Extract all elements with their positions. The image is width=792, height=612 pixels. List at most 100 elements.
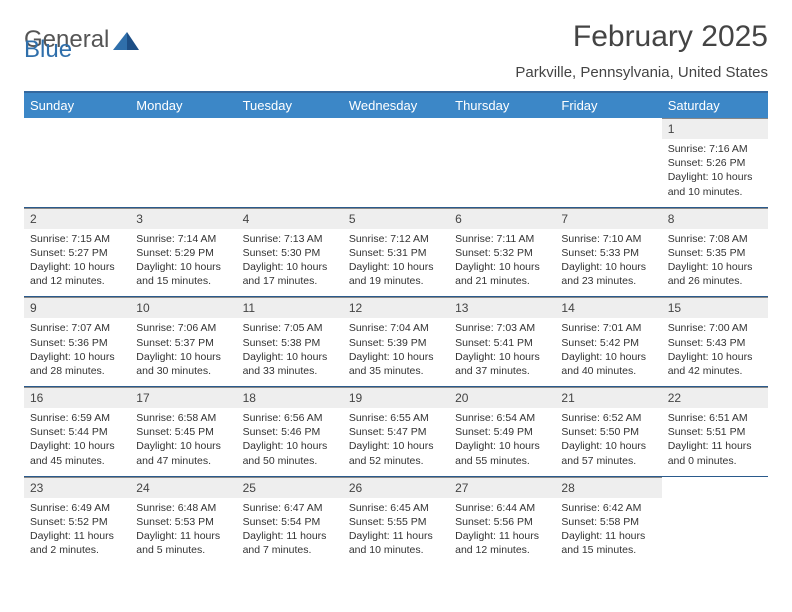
day-number: 12 — [343, 297, 449, 318]
calendar-cell: 22Sunrise: 6:51 AMSunset: 5:51 PMDayligh… — [662, 387, 768, 477]
calendar-cell: 26Sunrise: 6:45 AMSunset: 5:55 PMDayligh… — [343, 476, 449, 565]
calendar-cell: 8Sunrise: 7:08 AMSunset: 5:35 PMDaylight… — [662, 207, 768, 297]
calendar-cell: 16Sunrise: 6:59 AMSunset: 5:44 PMDayligh… — [24, 387, 130, 477]
calendar-cell: 18Sunrise: 6:56 AMSunset: 5:46 PMDayligh… — [237, 387, 343, 477]
calendar-cell: 5Sunrise: 7:12 AMSunset: 5:31 PMDaylight… — [343, 207, 449, 297]
calendar-cell: 3Sunrise: 7:14 AMSunset: 5:29 PMDaylight… — [130, 207, 236, 297]
day-number: 4 — [237, 208, 343, 229]
day-number: 15 — [662, 297, 768, 318]
day-number: 16 — [24, 387, 130, 408]
logo-triangle-icon — [113, 30, 139, 50]
day-details: Sunrise: 7:03 AMSunset: 5:41 PMDaylight:… — [449, 318, 555, 386]
day-details: Sunrise: 6:48 AMSunset: 5:53 PMDaylight:… — [130, 498, 236, 566]
day-details: Sunrise: 6:49 AMSunset: 5:52 PMDaylight:… — [24, 498, 130, 566]
day-details: Sunrise: 7:16 AMSunset: 5:26 PMDaylight:… — [662, 139, 768, 207]
day-details — [130, 139, 236, 150]
day-details: Sunrise: 7:01 AMSunset: 5:42 PMDaylight:… — [555, 318, 661, 386]
day-details: Sunrise: 7:06 AMSunset: 5:37 PMDaylight:… — [130, 318, 236, 386]
day-number: 17 — [130, 387, 236, 408]
calendar-cell: 4Sunrise: 7:13 AMSunset: 5:30 PMDaylight… — [237, 207, 343, 297]
day-details — [343, 139, 449, 150]
day-details: Sunrise: 6:52 AMSunset: 5:50 PMDaylight:… — [555, 408, 661, 476]
calendar-cell: 14Sunrise: 7:01 AMSunset: 5:42 PMDayligh… — [555, 297, 661, 387]
logo-text-2: Blue — [24, 36, 72, 64]
day-number: 28 — [555, 477, 661, 498]
day-details — [662, 498, 768, 509]
day-details: Sunrise: 7:05 AMSunset: 5:38 PMDaylight:… — [237, 318, 343, 386]
calendar-cell: 15Sunrise: 7:00 AMSunset: 5:43 PMDayligh… — [662, 297, 768, 387]
calendar-cell: 2Sunrise: 7:15 AMSunset: 5:27 PMDaylight… — [24, 207, 130, 297]
month-title: February 2025 — [573, 20, 768, 54]
day-number: 2 — [24, 208, 130, 229]
day-number: 7 — [555, 208, 661, 229]
day-number: 20 — [449, 387, 555, 408]
calendar-cell: 13Sunrise: 7:03 AMSunset: 5:41 PMDayligh… — [449, 297, 555, 387]
day-number: 5 — [343, 208, 449, 229]
day-number: 14 — [555, 297, 661, 318]
day-number: 21 — [555, 387, 661, 408]
calendar-cell: 6Sunrise: 7:11 AMSunset: 5:32 PMDaylight… — [449, 207, 555, 297]
calendar-cell: 23Sunrise: 6:49 AMSunset: 5:52 PMDayligh… — [24, 476, 130, 565]
day-number: 26 — [343, 477, 449, 498]
calendar-cell: 1Sunrise: 7:16 AMSunset: 5:26 PMDaylight… — [662, 118, 768, 207]
day-number: 18 — [237, 387, 343, 408]
day-number: 13 — [449, 297, 555, 318]
day-details: Sunrise: 6:58 AMSunset: 5:45 PMDaylight:… — [130, 408, 236, 476]
calendar-cell: 12Sunrise: 7:04 AMSunset: 5:39 PMDayligh… — [343, 297, 449, 387]
calendar-cell — [130, 118, 236, 207]
day-details: Sunrise: 7:14 AMSunset: 5:29 PMDaylight:… — [130, 229, 236, 297]
day-details: Sunrise: 7:04 AMSunset: 5:39 PMDaylight:… — [343, 318, 449, 386]
day-details: Sunrise: 6:47 AMSunset: 5:54 PMDaylight:… — [237, 498, 343, 566]
day-details: Sunrise: 6:51 AMSunset: 5:51 PMDaylight:… — [662, 408, 768, 476]
calendar-cell — [555, 118, 661, 207]
day-number: 27 — [449, 477, 555, 498]
day-header: Friday — [555, 93, 661, 118]
calendar-cell: 11Sunrise: 7:05 AMSunset: 5:38 PMDayligh… — [237, 297, 343, 387]
day-details: Sunrise: 7:08 AMSunset: 5:35 PMDaylight:… — [662, 229, 768, 297]
day-details: Sunrise: 7:10 AMSunset: 5:33 PMDaylight:… — [555, 229, 661, 297]
day-number: 22 — [662, 387, 768, 408]
day-header: Sunday — [24, 93, 130, 118]
day-number: 24 — [130, 477, 236, 498]
day-details — [449, 139, 555, 150]
calendar-cell: 19Sunrise: 6:55 AMSunset: 5:47 PMDayligh… — [343, 387, 449, 477]
calendar-cell: 20Sunrise: 6:54 AMSunset: 5:49 PMDayligh… — [449, 387, 555, 477]
day-details — [24, 139, 130, 150]
day-details: Sunrise: 7:11 AMSunset: 5:32 PMDaylight:… — [449, 229, 555, 297]
day-details — [555, 139, 661, 150]
day-details: Sunrise: 6:56 AMSunset: 5:46 PMDaylight:… — [237, 408, 343, 476]
day-number: 1 — [662, 118, 768, 139]
calendar-cell: 7Sunrise: 7:10 AMSunset: 5:33 PMDaylight… — [555, 207, 661, 297]
calendar-cell — [343, 118, 449, 207]
day-details: Sunrise: 7:13 AMSunset: 5:30 PMDaylight:… — [237, 229, 343, 297]
day-header: Wednesday — [343, 93, 449, 118]
day-details: Sunrise: 6:55 AMSunset: 5:47 PMDaylight:… — [343, 408, 449, 476]
day-number: 6 — [449, 208, 555, 229]
day-details: Sunrise: 6:45 AMSunset: 5:55 PMDaylight:… — [343, 498, 449, 566]
day-details: Sunrise: 6:54 AMSunset: 5:49 PMDaylight:… — [449, 408, 555, 476]
day-details: Sunrise: 7:12 AMSunset: 5:31 PMDaylight:… — [343, 229, 449, 297]
day-header: Saturday — [662, 93, 768, 118]
day-header: Monday — [130, 93, 236, 118]
day-number: 3 — [130, 208, 236, 229]
calendar-cell — [449, 118, 555, 207]
calendar-cell: 28Sunrise: 6:42 AMSunset: 5:58 PMDayligh… — [555, 476, 661, 565]
day-number: 23 — [24, 477, 130, 498]
day-details: Sunrise: 6:59 AMSunset: 5:44 PMDaylight:… — [24, 408, 130, 476]
calendar-table: SundayMondayTuesdayWednesdayThursdayFrid… — [24, 93, 768, 565]
day-number: 11 — [237, 297, 343, 318]
day-number: 25 — [237, 477, 343, 498]
day-number: 19 — [343, 387, 449, 408]
calendar-cell: 10Sunrise: 7:06 AMSunset: 5:37 PMDayligh… — [130, 297, 236, 387]
calendar-cell: 21Sunrise: 6:52 AMSunset: 5:50 PMDayligh… — [555, 387, 661, 477]
calendar-cell — [237, 118, 343, 207]
day-header: Tuesday — [237, 93, 343, 118]
day-details: Sunrise: 7:15 AMSunset: 5:27 PMDaylight:… — [24, 229, 130, 297]
day-number: 9 — [24, 297, 130, 318]
calendar-cell: 24Sunrise: 6:48 AMSunset: 5:53 PMDayligh… — [130, 476, 236, 565]
calendar-cell: 9Sunrise: 7:07 AMSunset: 5:36 PMDaylight… — [24, 297, 130, 387]
day-number: 8 — [662, 208, 768, 229]
day-details: Sunrise: 7:00 AMSunset: 5:43 PMDaylight:… — [662, 318, 768, 386]
calendar-cell: 25Sunrise: 6:47 AMSunset: 5:54 PMDayligh… — [237, 476, 343, 565]
day-details — [237, 139, 343, 150]
